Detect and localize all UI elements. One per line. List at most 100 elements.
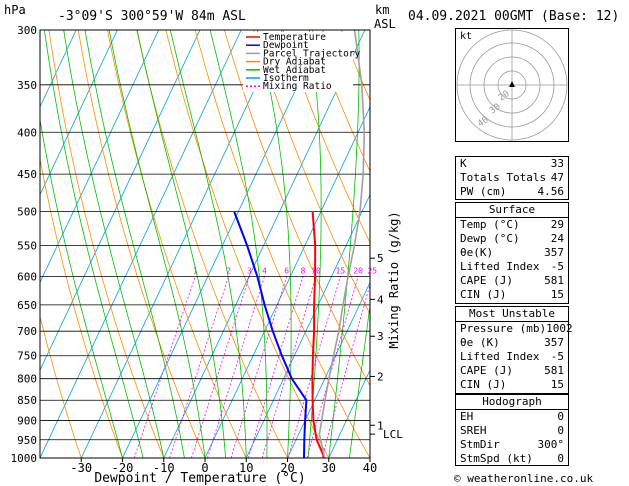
dry-adiabat — [282, 30, 370, 244]
mixing-ratio-label: 1 — [193, 266, 198, 275]
hodograph: kt 20 30 40 — [455, 28, 569, 142]
y-tick-label: 450 — [17, 168, 37, 181]
dry-adiabat — [48, 30, 165, 458]
skewt-chart: 1000950900850800750700650600550500450400… — [11, 24, 410, 486]
x-tick-label: -10 — [153, 461, 175, 475]
x-tick-label: 40 — [363, 461, 377, 475]
isotherm — [40, 30, 77, 108]
dry-adiabat — [311, 30, 370, 173]
wet-adiabat — [136, 30, 226, 458]
legend-entry: Mixing Ratio — [263, 81, 332, 92]
most-unstable-box: Most Unstable Pressure (mb) 1002 θe (K) 35… — [455, 306, 573, 394]
isotherm — [163, 30, 366, 458]
dry-adiabat — [136, 30, 288, 458]
y-tick-label: 350 — [17, 79, 37, 92]
legend-entry: Dewpoint — [263, 40, 309, 51]
y-tick-label: 800 — [17, 373, 37, 386]
x-tick-label: 30 — [322, 461, 336, 475]
axis-ticks: 1000950900850800750700650600550500450400… — [11, 24, 404, 475]
hodograph-table-title: Hodograph — [456, 395, 568, 410]
surface-title: Surface — [456, 203, 568, 218]
y-tick-label: 750 — [17, 350, 37, 363]
mixing-ratio-line — [191, 276, 250, 458]
legend-bg — [243, 32, 353, 92]
wet-adiabat — [63, 30, 165, 458]
isotherm — [40, 30, 242, 458]
mixing-ratio-line — [207, 276, 265, 458]
mixing-ratio-label: 2 — [226, 266, 231, 275]
hodograph-table-box: Hodograph EH 0 SREH 0 StmDir 300° StmSpd (k… — [455, 394, 569, 466]
mixing-ratio-line — [169, 276, 230, 458]
index-row-pw: PW (cm) 4.56 — [460, 185, 564, 198]
mixing-ratio-line — [321, 283, 370, 458]
index-row-k: K 33 — [460, 157, 564, 170]
dry-adiabat — [400, 30, 410, 458]
mixing-ratio-line — [248, 276, 304, 458]
mixing-ratio-label: 10 — [311, 266, 321, 275]
km-tick-label: 4 — [377, 293, 384, 306]
legend-entry: Parcel Trajectory — [263, 48, 361, 59]
y-tick-label: 550 — [17, 239, 37, 252]
indices-box: K 33 Totals Totals 47 PW (cm) 4.56 — [455, 156, 569, 200]
wet-adiabat — [349, 302, 370, 458]
x-axis-label: Dewpoint / Temperature (°C) — [94, 471, 305, 486]
y-tick-label: 850 — [17, 394, 37, 407]
series-parcel-trajectory — [318, 30, 366, 458]
asl-unit-label: ASL — [374, 17, 396, 31]
hodograph-kt-label: kt — [460, 31, 472, 42]
x-tick-label: -20 — [112, 461, 134, 475]
isotherm — [204, 105, 370, 458]
y-tick-label: 600 — [17, 270, 37, 283]
km-unit-label: km — [375, 3, 390, 17]
mixing-ratio-label: 15 — [336, 266, 346, 275]
mixing-ratio-labels: 1 2 3 4 6 8 10 15 20 25 — [193, 266, 377, 275]
x-tick-label: 10 — [239, 461, 253, 475]
x-tick-label: 0 — [201, 461, 208, 475]
y-tick-label: 500 — [17, 206, 37, 219]
mixing-ratio-line — [230, 276, 288, 458]
pressure-unit-label: hPa — [4, 3, 26, 17]
mixing-ratio-label: 6 — [284, 266, 289, 275]
index-row-tt: Totals Totals 47 — [460, 171, 564, 184]
mixing-ratio-line — [306, 276, 359, 458]
mixing-ratio-label: 3 — [247, 266, 252, 275]
km-tick-label: 5 — [377, 252, 384, 265]
y-tick-label: 950 — [17, 434, 37, 447]
y-tick-label: 650 — [17, 299, 37, 312]
y-tick-label: 1000 — [11, 452, 38, 465]
isotherm — [245, 193, 370, 458]
mixing-ratio-label: 8 — [301, 266, 306, 275]
surface-box: Surface Temp (°C) 29 Dewp (°C) 24 θe(K) 357… — [455, 202, 569, 304]
isotherm — [328, 369, 370, 458]
storm-motion-marker — [509, 81, 515, 87]
y-tick-label: 900 — [17, 415, 37, 428]
wet-adiabat — [257, 30, 292, 458]
x-tick-label: 20 — [280, 461, 294, 475]
datetime-title: 04.09.2021 00GMT (Base: 12) — [408, 9, 620, 24]
legend-entry: Temperature — [263, 32, 326, 43]
isotherm — [80, 30, 283, 458]
background-lines — [40, 30, 410, 458]
location-title: -3°09'S 300°59'W 84m ASL — [58, 9, 246, 24]
isotherm — [287, 281, 370, 458]
isotherm — [40, 30, 201, 372]
km-tick-label: 2 — [377, 370, 384, 383]
y-tick-label: 400 — [17, 126, 37, 139]
km-tick-label: 1 — [377, 419, 384, 432]
mixing-ratio-line — [133, 276, 196, 458]
x-tick-label: -30 — [70, 461, 92, 475]
credit-text: © weatheronline.co.uk — [454, 472, 594, 485]
isotherm — [122, 30, 325, 458]
legend-entry: Wet Adiabat — [263, 65, 326, 76]
y-tick-label: 300 — [17, 24, 37, 37]
series-dewpoint — [233, 211, 308, 458]
series-temperature — [311, 211, 326, 458]
dry-adiabat — [40, 315, 82, 458]
legend-entry: Isotherm — [263, 73, 309, 84]
most-unstable-title: Most Unstable — [456, 307, 568, 322]
isotherm — [40, 30, 118, 196]
y-tick-label: 700 — [17, 325, 37, 338]
mixing-ratio-label: 25 — [367, 266, 377, 275]
y-axis-label: Mixing Ratio (g/kg) — [387, 211, 401, 348]
